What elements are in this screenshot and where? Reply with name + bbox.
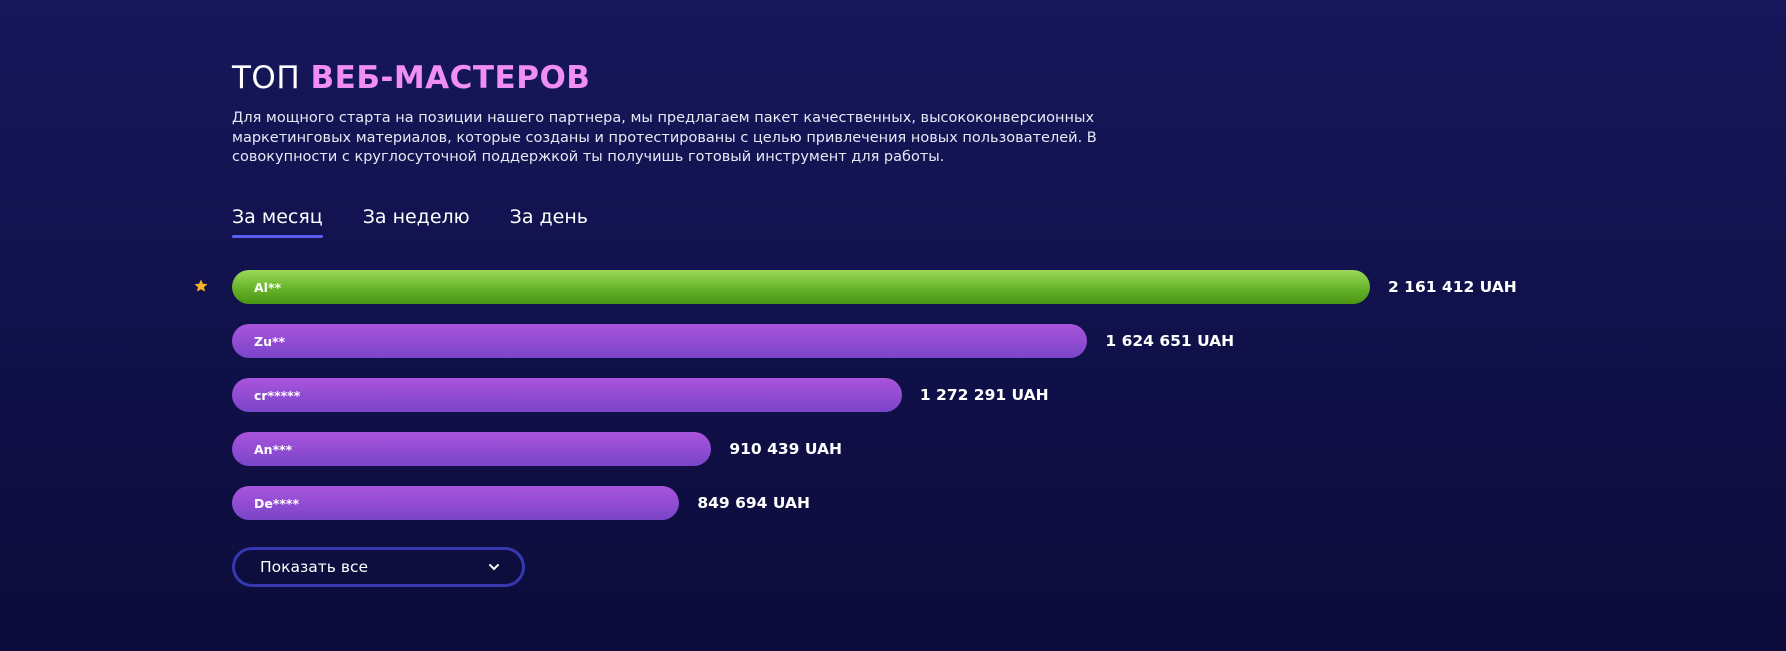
- value-label: 1 272 291 UAH: [919, 386, 1049, 404]
- section-title: ТОП ВЕБ-МАСТЕРОВ: [232, 60, 590, 96]
- chevron-icon: [489, 564, 499, 571]
- bar: cr*****: [232, 378, 902, 412]
- button-label: Показать все: [260, 558, 369, 576]
- period-tab[interactable]: За день: [509, 206, 588, 228]
- title-plain: ТОП: [232, 60, 301, 96]
- user-name: Al**: [254, 279, 282, 295]
- user-name: De****: [254, 495, 300, 511]
- value-label: 849 694 UAH: [697, 494, 810, 512]
- value-label: 2 161 412 UAH: [1388, 278, 1517, 296]
- star-icon: [194, 279, 208, 292]
- leaderboard-row: Al** 2 161 412 UAH: [194, 270, 1517, 304]
- period-tab[interactable]: За неделю: [362, 206, 470, 228]
- value-label: 910 439 UAH: [729, 440, 842, 458]
- user-name: Zu**: [254, 333, 286, 349]
- bar: Zu**: [232, 324, 1088, 358]
- value-label: 1 624 651 UAH: [1105, 332, 1235, 350]
- bar: An***: [232, 432, 712, 466]
- period-tab[interactable]: За месяц: [232, 206, 323, 238]
- bar: De****: [232, 486, 680, 520]
- description: Для мощного старта на позиции нашего пар…: [232, 110, 1097, 165]
- leaderboard: Al** 2 161 412 UAH Zu** 1 624 651 UAH cr****…: [194, 270, 1517, 540]
- leaderboard-row: De**** 849 694 UAH: [232, 486, 1517, 520]
- star-shape: [194, 279, 208, 292]
- leaderboard-row: An*** 910 439 UAH: [232, 432, 1517, 466]
- leaderboard-row: cr***** 1 272 291 UAH: [232, 378, 1517, 412]
- leaderboard-row: Zu** 1 624 651 UAH: [232, 324, 1517, 358]
- title-accent: ВЕБ-МАСТЕРОВ: [310, 60, 591, 96]
- user-name: An***: [254, 441, 293, 457]
- show-all-button[interactable]: Показать все: [232, 547, 525, 587]
- period-tabs: За месяц За неделю За день: [232, 206, 588, 238]
- bar: Al**: [232, 270, 1370, 304]
- user-name: cr*****: [254, 387, 301, 403]
